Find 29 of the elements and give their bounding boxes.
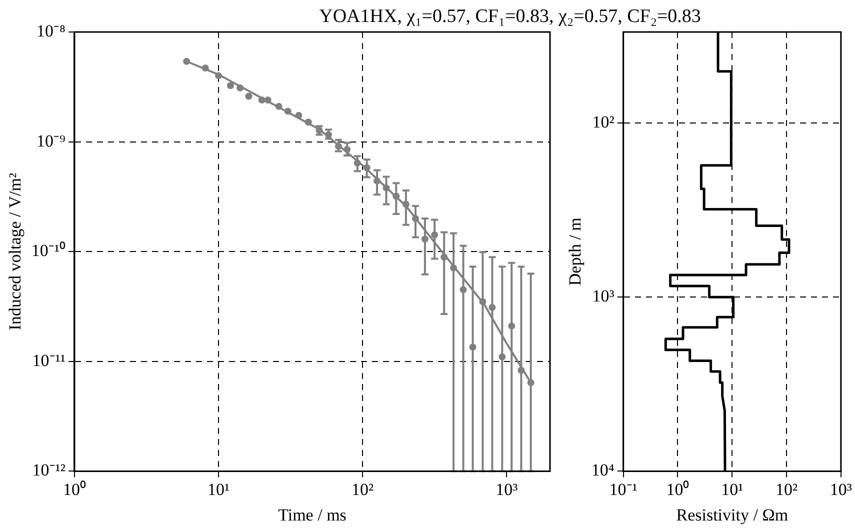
y-tick-label: 10⁻¹²	[32, 460, 66, 480]
x-axis-title: Resistivity / Ωm	[676, 505, 788, 524]
x-tick-label: 10⁰	[62, 480, 86, 499]
x-tick-label: 10⁰	[666, 480, 690, 499]
x-tick-label: 10³	[830, 480, 852, 499]
point	[236, 84, 244, 92]
point	[295, 112, 302, 119]
y-axis-title: Induced voltage / V/m²	[6, 172, 25, 330]
y-tick-label: 10³	[592, 286, 614, 306]
point	[284, 108, 292, 115]
y-tick-label: 10⁻⁸	[36, 21, 66, 40]
point	[275, 102, 282, 110]
y-tick-label: 10⁴	[591, 460, 614, 480]
point	[245, 92, 252, 100]
point	[304, 118, 312, 126]
y-tick-label: 10²	[592, 112, 614, 132]
y-tick-label: 10⁻¹⁰	[31, 241, 66, 260]
x-tick-label: 10¹	[207, 480, 230, 499]
x-axis-title: Time / ms	[278, 505, 346, 524]
x-tick-label: 10¹	[721, 480, 744, 499]
x-tick-label: 10³	[496, 480, 518, 499]
point	[226, 82, 234, 90]
x-tick-label: 10²	[352, 480, 374, 499]
x-tick-label: 10⁻¹	[609, 480, 638, 499]
y-tick-label: 10⁻¹¹	[32, 350, 66, 370]
x-tick-label: 10²	[775, 480, 798, 499]
y-tick-label: 10⁻⁹	[36, 131, 66, 150]
y-axis-title: Depth / m	[566, 218, 585, 286]
chart-title: YOA1HX, χ₁=0.57, CF₁=0.83, χ₂=0.57, CF₂=0.83	[318, 6, 702, 28]
